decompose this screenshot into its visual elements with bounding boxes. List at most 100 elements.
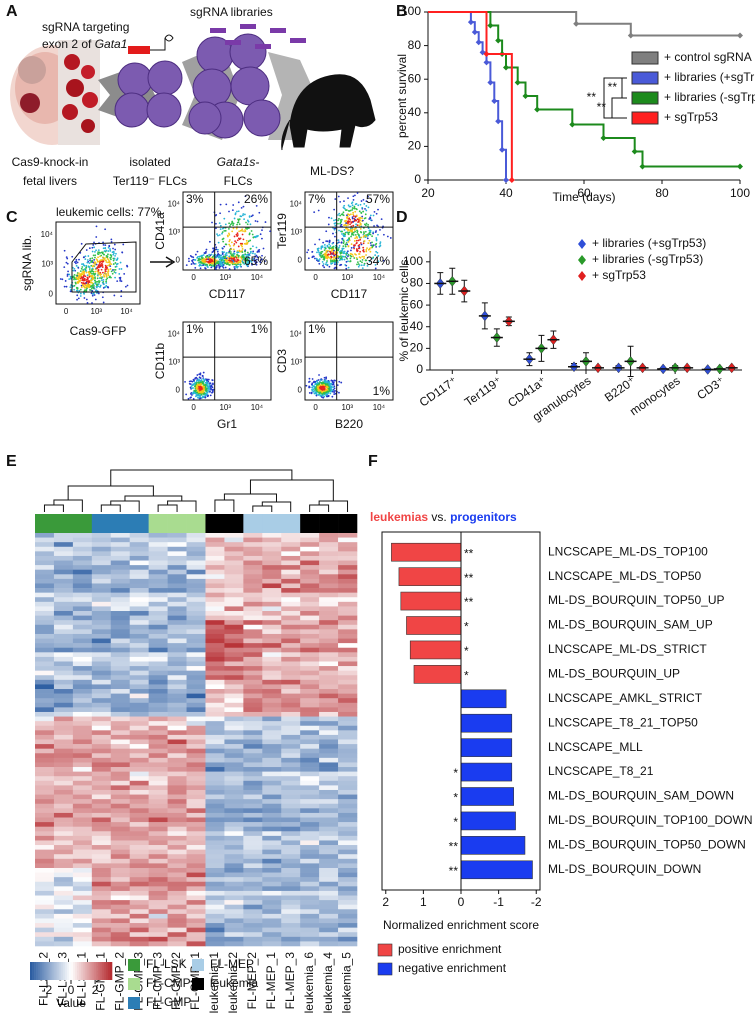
heatmap-cell [110,565,131,571]
event-dot [236,210,238,213]
heatmap-cell [167,762,187,768]
heatmap-cell [148,932,168,938]
heatmap-cell [72,542,93,548]
heatmap-cell [110,702,131,708]
heatmap-cell [110,675,131,681]
heatmap-cell [319,886,339,892]
heatmap-cell [148,711,168,717]
heatmap-cell [35,702,55,708]
event-dot [101,260,104,263]
event-dot [342,250,344,253]
event-dot [90,274,92,277]
heatmap-cell [53,679,74,685]
censor-mark [487,79,494,86]
heatmap-cell [129,624,149,630]
heatmap-cell [319,757,339,763]
y-tick-label: 40 [410,319,424,333]
heatmap-cell [148,748,168,754]
event-dot [102,287,105,289]
heatmap-cell [91,904,112,910]
event-dot [79,277,82,280]
heatmap-cell [186,877,206,883]
heatmap-cell [338,555,358,561]
y-tick-label: 20 [408,139,422,153]
event-dot [247,227,250,230]
event-dot [355,249,358,252]
x-tick-label: 0 [64,307,69,316]
event-dot [107,268,110,271]
heatmap-cell [110,583,131,589]
event-dot [76,288,79,290]
heatmap-cell [148,904,168,910]
event-dot [85,288,88,291]
event-dot [311,250,314,253]
event-dot [104,247,107,250]
event-dot [229,245,231,247]
heatmap-cell [338,537,358,543]
heatmap-cell [53,689,74,694]
heatmap-cell [110,633,131,639]
heatmap-cell [91,716,112,722]
heatmap-cell [262,913,282,919]
event-dot [110,263,113,266]
heatmap-cell [300,867,320,873]
heatmap-cell [53,890,74,896]
event-dot [243,213,246,216]
heatmap-cell [224,693,244,699]
heatmap-cell [281,886,301,892]
heatmap-cell [319,533,339,538]
event-dot [310,391,313,394]
event-dot [97,292,100,295]
event-dot [307,257,310,260]
event-dot [208,261,211,264]
event-dot [386,235,389,238]
event-dot [113,271,116,273]
event-dot [359,250,362,253]
event-dot [113,294,116,297]
heatmap-cell [167,647,187,653]
event-dot [243,263,246,265]
event-dot [93,284,95,287]
heatmap-cell [129,780,149,786]
heatmap-cell [205,583,225,589]
heatmap-cell [281,707,301,713]
event-dot [349,229,351,232]
heatmap-cell [91,711,112,717]
event-dot [116,280,119,283]
legend-marker [578,239,586,249]
event-dot [215,262,218,264]
heatmap-cell [205,698,225,704]
heatmap-cell [224,601,244,607]
heatmap-cell [35,780,55,786]
heatmap-cell [72,776,93,782]
heatmap-cell [224,822,244,827]
event-dot [318,251,320,254]
heatmap-cell [110,656,131,662]
event-dot [228,240,231,243]
censor-mark [483,51,490,57]
heatmap-cell [129,845,149,850]
heatmap-cell [319,753,339,759]
heatmap-cell [167,822,187,827]
heatmap-cell [91,753,112,759]
event-dot [108,263,111,266]
event-dot [69,290,72,293]
event-dot [320,250,323,253]
heatmap-cell [262,854,282,860]
heatmap-cell [300,835,320,841]
y-tick-label: 80 [408,38,422,52]
heatmap-cell [110,739,131,745]
column-label: FL-GMP_2 [112,952,126,1011]
heatmap-cell [300,643,320,649]
heatmap-cell [300,923,320,928]
event-dot [324,385,326,388]
plot-frame [304,191,394,271]
event-dot [346,258,349,260]
event-dot [312,255,315,258]
heatmap-cell [167,734,187,740]
heatmap-cell [167,592,187,598]
heatmap-cell [186,716,206,722]
heatmap-cell [338,900,358,905]
heatmap-cell [53,776,74,782]
heatmap-cell [338,684,358,690]
